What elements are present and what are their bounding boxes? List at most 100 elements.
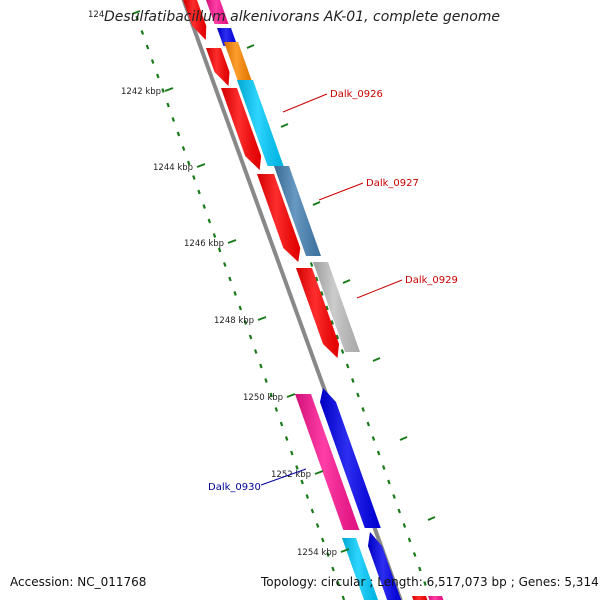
ruler-minor-tick: [238, 305, 243, 311]
ruler-major-tick: 1248 kbp: [214, 316, 267, 326]
ruler-minor-tick: [243, 320, 248, 325]
gene-arrow[interactable]: [217, 28, 238, 46]
gene-arrow[interactable]: [221, 88, 262, 170]
genome-summary-footer: Topology: circular; Length: 6,517,073 bp…: [261, 575, 599, 589]
ruler-minor-tick: [217, 247, 222, 253]
accession-value: NC_011768: [77, 575, 147, 589]
genome-title: Desulfatibacillum alkenivorans AK-01, co…: [104, 9, 501, 25]
ruler-minor-tick: [254, 349, 258, 354]
ruler-minor-tick: [156, 73, 160, 79]
gene-arrow[interactable]: [237, 80, 284, 166]
ruler-inner: [135, 15, 346, 600]
ruler-minor-tick: [345, 363, 350, 369]
ruler-minor-tick: [335, 334, 340, 340]
genes-value: 5,314: [564, 575, 599, 589]
ruler-minor-tick: [376, 450, 381, 456]
ruler-minor-tick: [202, 204, 206, 209]
genes-label: Genes:: [518, 575, 561, 589]
accession-label: Accession:: [10, 575, 74, 589]
ruler-minor-tick: [161, 88, 165, 93]
ruler-major-tick: 1250 kbp: [243, 393, 296, 403]
ruler-minor-tick: [284, 436, 289, 441]
ruler-minor-tick: [264, 378, 268, 383]
ruler-minor-tick: [212, 233, 217, 238]
ruler-major-tick-outer: [342, 279, 351, 284]
ruler-minor-tick: [321, 537, 325, 543]
ruler-minor-tick: [361, 407, 365, 412]
ruler-minor-tick: [166, 102, 170, 108]
ruler-major-tick: 1242 kbp: [121, 87, 174, 97]
length-value: 6,517,073 bp: [426, 575, 507, 589]
ruler-tick-label: 1252 kbp: [271, 470, 311, 480]
gene-arrow[interactable]: [319, 388, 381, 528]
ruler-minor-tick: [407, 537, 412, 543]
gene-callout[interactable]: Dalk_0930: [208, 468, 307, 493]
ruler-major-tick-outer: [399, 436, 408, 441]
ruler-minor-tick: [351, 378, 355, 383]
gene-arrow[interactable]: [224, 42, 252, 80]
gene-arrow[interactable]: [295, 394, 360, 530]
gene-arrow[interactable]: [183, 0, 207, 40]
gene-callout[interactable]: Dalk_0929: [356, 275, 458, 299]
ruler-minor-tick: [310, 508, 315, 514]
ruler-minor-tick: [259, 363, 263, 369]
ruler-minor-tick: [192, 175, 196, 180]
ruler-minor-tick: [279, 421, 284, 427]
ruler-minor-tick: [325, 305, 329, 311]
gene-callout[interactable]: Dalk_0926: [282, 89, 383, 113]
gene-arrow[interactable]: [428, 596, 444, 600]
gene-callout-label[interactable]: Dalk_0926: [330, 89, 383, 100]
gene-arrow[interactable]: [367, 532, 402, 600]
ruler-minor-tick: [181, 146, 186, 151]
ruler-tick-label: 1254 kbp: [297, 548, 337, 558]
gene-arrow[interactable]: [206, 0, 229, 24]
ruler-minor-tick: [290, 450, 294, 456]
length-label: Length:: [377, 575, 423, 589]
ruler-major-tick-outer: [246, 44, 255, 49]
ruler-minor-tick: [269, 392, 273, 398]
ruler-minor-tick: [248, 334, 253, 340]
ruler-tick-label: 124: [88, 10, 104, 20]
ruler-minor-tick: [397, 508, 401, 514]
ruler-minor-tick: [392, 494, 396, 499]
ruler-tick-label: 1246 kbp: [184, 239, 224, 249]
ruler-minor-tick: [197, 189, 201, 195]
callout-leader-line: [260, 468, 307, 486]
ruler-minor-tick: [341, 595, 346, 600]
ruler-tick-label: 1242 kbp: [121, 87, 161, 97]
gene-arrow[interactable]: [274, 166, 321, 256]
ruler-major-tick: 1254 kbp: [297, 548, 350, 558]
ruler-minor-tick: [315, 523, 320, 528]
ruler-minor-tick: [356, 392, 360, 398]
gene-callout-label[interactable]: Dalk_0927: [366, 178, 419, 189]
ruler-major-tick-outer: [312, 201, 321, 206]
ruler-major-tick-outer: [427, 516, 436, 521]
ruler-minor-tick: [300, 479, 304, 485]
ruler-minor-tick: [418, 566, 422, 572]
callout-leader-line: [282, 93, 328, 113]
ruler-minor-tick: [274, 407, 279, 412]
ruler-labels: 124 1242 kbp 1244 kbp 1246 kbp 1248 kbp 1250 …: [88, 10, 350, 558]
ruler-minor-tick: [233, 291, 237, 296]
gene-arrow[interactable]: [412, 596, 428, 600]
gene-arrow[interactable]: [313, 262, 360, 352]
gene-callout-label[interactable]: Dalk_0929: [405, 275, 458, 286]
callout-leader-line: [356, 279, 403, 299]
ruler-minor-tick: [305, 494, 310, 499]
ruler-major-tick-outer: [372, 357, 381, 362]
ruler-tick-label: 1244 kbp: [153, 163, 193, 173]
gene-callout[interactable]: Dalk_0927: [318, 178, 419, 201]
callout-leader-line: [318, 182, 364, 201]
ruler-minor-tick: [340, 349, 345, 354]
gene-arrow[interactable]: [342, 538, 379, 600]
gene-callout-label[interactable]: Dalk_0930: [208, 482, 261, 493]
gene-arrow[interactable]: [206, 48, 230, 86]
ruler-minor-tick: [402, 523, 407, 528]
gene-arrow[interactable]: [296, 268, 340, 358]
ruler-minor-tick: [171, 117, 176, 122]
ruler-tick-label: 1250 kbp: [243, 393, 283, 403]
ruler-minor-tick: [207, 218, 212, 224]
gene-arrow[interactable]: [257, 174, 301, 262]
ruler-minor-tick: [223, 262, 227, 267]
topology-value: circular: [320, 575, 366, 589]
